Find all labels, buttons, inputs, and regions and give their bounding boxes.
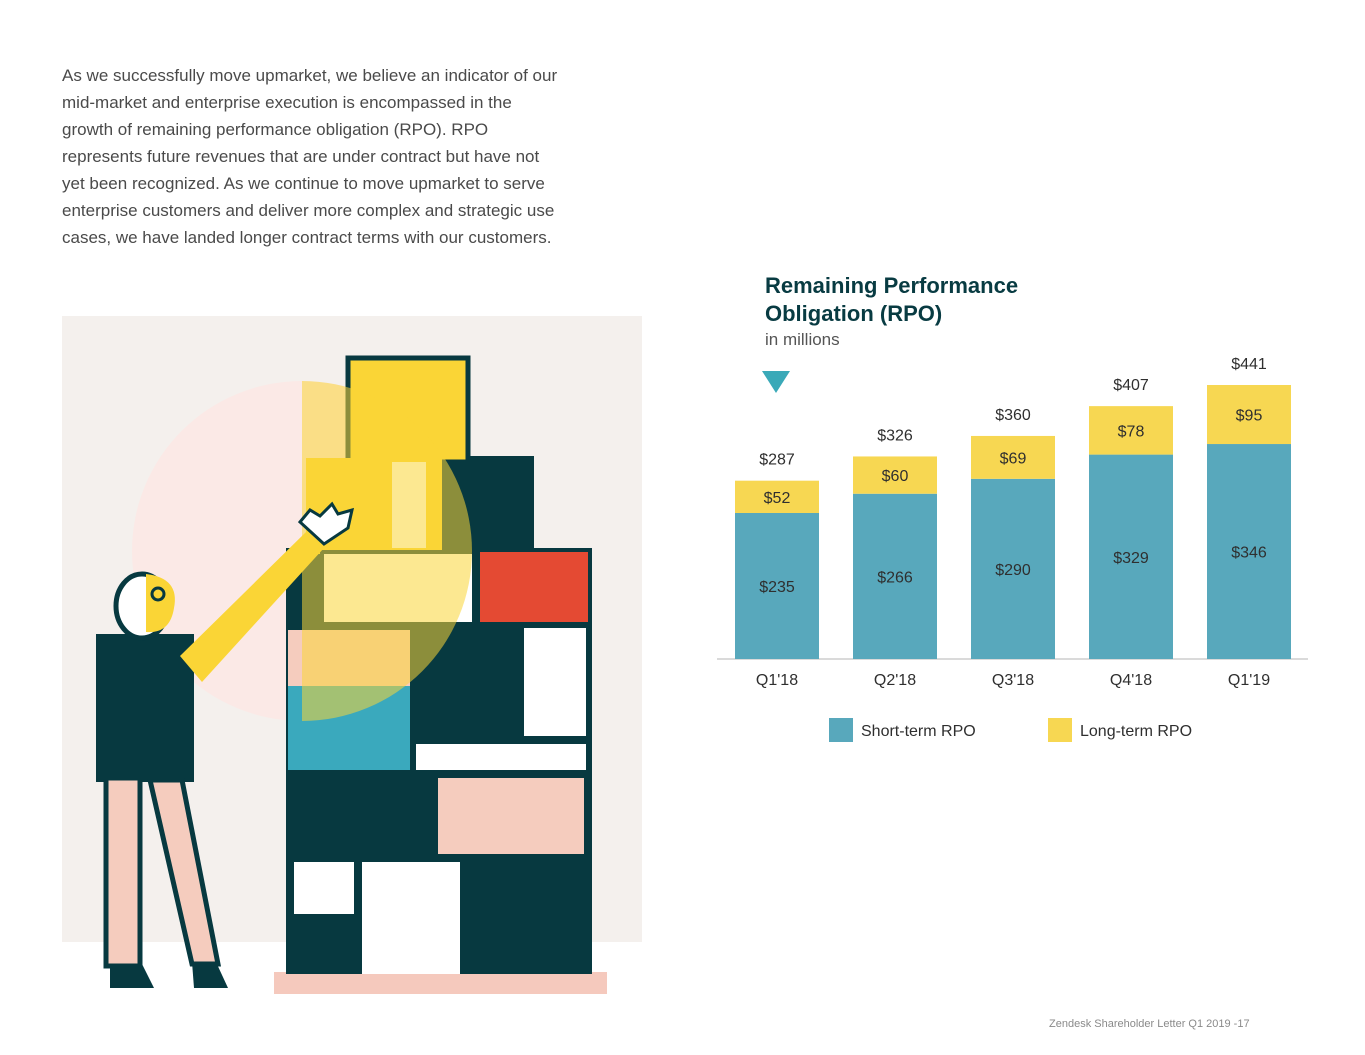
label-long-term-3: $78 (1118, 423, 1145, 440)
bar-short-term-1 (853, 493, 937, 659)
label-short-term-0: $235 (759, 579, 795, 596)
label-long-term-1: $60 (882, 468, 909, 485)
bar-long-term-1 (853, 456, 937, 494)
label-total-2: $360 (995, 407, 1031, 424)
bar-long-term-2 (971, 435, 1055, 479)
rpo-stacked-bar-chart: $235 $52 $287 Q1'18 $266 $60 $326 Q2'18 $290 $69 $… (717, 356, 1308, 742)
label-long-term-2: $69 (1000, 450, 1027, 467)
legend-label-long-term: Long-term RPO (1080, 723, 1192, 740)
label-long-term-0: $52 (764, 490, 791, 507)
x-tick-label-0: Q1'18 (756, 672, 798, 689)
legend-label-short-term: Short-term RPO (861, 723, 976, 740)
label-total-1: $326 (877, 427, 913, 444)
label-short-term-1: $266 (877, 569, 913, 586)
triangle-down-icon (762, 371, 790, 393)
label-total-0: $287 (759, 452, 795, 469)
label-short-term-2: $290 (995, 562, 1031, 579)
bar-short-term-0 (735, 512, 819, 659)
bar-long-term-3 (1089, 406, 1173, 455)
bar-short-term-2 (971, 478, 1055, 659)
page-footer: Zendesk Shareholder Letter Q1 2019 -17 (1049, 1018, 1250, 1030)
x-tick-label-2: Q3'18 (992, 672, 1034, 689)
x-tick-label-3: Q4'18 (1110, 672, 1152, 689)
legend-swatch-long-term (1048, 718, 1072, 742)
x-tick-label-1: Q2'18 (874, 672, 916, 689)
bar-short-term-3 (1089, 454, 1173, 659)
label-short-term-4: $346 (1231, 545, 1267, 562)
label-long-term-4: $95 (1236, 408, 1263, 425)
label-total-3: $407 (1113, 377, 1149, 394)
intro-paragraph: As we successfully move upmarket, we bel… (62, 66, 558, 247)
x-tick-label-4: Q1'19 (1228, 672, 1270, 689)
bar-long-term-0 (735, 480, 819, 513)
bar-short-term-4 (1207, 444, 1291, 659)
legend-swatch-short-term (829, 718, 853, 742)
bar-long-term-4 (1207, 385, 1291, 445)
stacking-blocks-illustration (62, 316, 642, 994)
chart-subtitle: in millions (765, 330, 840, 349)
label-short-term-3: $329 (1113, 550, 1149, 567)
chart-title: Remaining Performance Obligation (RPO) (765, 273, 1019, 326)
label-total-4: $441 (1231, 356, 1267, 373)
